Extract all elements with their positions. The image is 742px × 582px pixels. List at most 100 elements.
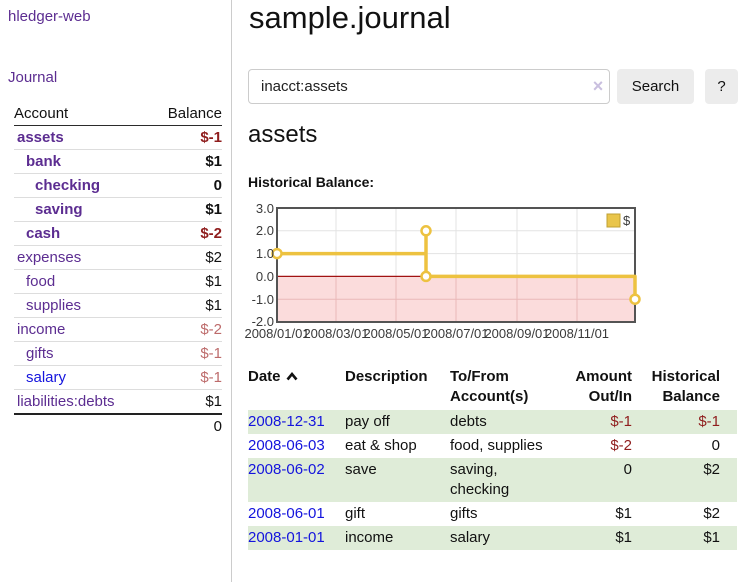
account-balance: $1 bbox=[205, 201, 222, 218]
svg-text:1.0: 1.0 bbox=[256, 246, 274, 261]
amount-cell: $-1 bbox=[610, 413, 632, 430]
account-balance: $1 bbox=[205, 273, 222, 290]
balance-cell: $2 bbox=[703, 461, 720, 478]
account-balance: $-1 bbox=[200, 369, 222, 386]
table-row: 2008-06-01 gift gifts $1 $2 bbox=[248, 502, 737, 526]
table-row: 2008-12-31 pay off debts $-1 $-1 bbox=[248, 410, 737, 434]
svg-text:3.0: 3.0 bbox=[256, 201, 274, 216]
balance-cell: $1 bbox=[703, 529, 720, 546]
column-header-description[interactable]: Description bbox=[345, 368, 428, 385]
chart-gridlines-negative bbox=[277, 276, 635, 322]
account-balance: $2 bbox=[205, 249, 222, 266]
accounts-header-account: Account bbox=[14, 105, 69, 122]
description-cell: save bbox=[345, 461, 377, 478]
help-button[interactable]: ? bbox=[705, 69, 738, 104]
description-cell: income bbox=[345, 529, 394, 546]
account-row: cash $-2 bbox=[14, 222, 222, 246]
amount-cell: $1 bbox=[615, 505, 632, 522]
svg-text:2.0: 2.0 bbox=[256, 223, 274, 238]
column-header-amount[interactable]: Amount Out/In bbox=[575, 368, 632, 405]
account-balance: $-2 bbox=[200, 225, 222, 242]
account-row: food $1 bbox=[14, 270, 222, 294]
accounts-cell: debts bbox=[450, 413, 487, 430]
account-link-expenses[interactable]: expenses bbox=[17, 249, 82, 266]
account-link-saving[interactable]: saving bbox=[35, 201, 83, 218]
account-balance: 0 bbox=[213, 177, 222, 194]
svg-text:0.0: 0.0 bbox=[256, 269, 274, 284]
account-balance: $1 bbox=[205, 393, 222, 410]
accounts-header: Account Balance bbox=[14, 103, 222, 126]
balance-cell: $-1 bbox=[698, 413, 720, 430]
chart-title: Historical Balance: bbox=[248, 174, 375, 190]
amount-cell: $-2 bbox=[610, 437, 632, 454]
x-axis-labels: 2008/01/01 2008/03/01 2008/05/01 2008/07… bbox=[244, 326, 609, 341]
table-row: 2008-06-03 eat & shop food, supplies $-2… bbox=[248, 434, 737, 458]
accounts-cell: saving, checking bbox=[450, 461, 510, 498]
accounts-cell: food, supplies bbox=[450, 437, 543, 454]
chart-border bbox=[276, 207, 636, 323]
legend-label: $ bbox=[623, 213, 631, 228]
caret-up-icon bbox=[285, 368, 299, 388]
date-link[interactable]: 2008-01-01 bbox=[248, 529, 325, 546]
account-row: checking 0 bbox=[14, 174, 222, 198]
account-link-income[interactable]: income bbox=[17, 321, 66, 338]
description-cell: gift bbox=[345, 505, 366, 522]
svg-text:2008/07/01: 2008/07/01 bbox=[423, 326, 488, 341]
account-row: assets $-1 bbox=[14, 126, 222, 150]
account-row: gifts $-1 bbox=[14, 342, 222, 366]
register-header-row: Date Description To/From Account(s) Amou… bbox=[248, 365, 737, 410]
date-link[interactable]: 2008-06-03 bbox=[248, 437, 325, 454]
account-link-liabilities-debts[interactable]: liabilities:debts bbox=[17, 393, 115, 410]
account-link-checking[interactable]: checking bbox=[35, 177, 101, 194]
description-cell: eat & shop bbox=[345, 437, 417, 454]
column-header-balance[interactable]: Historical Balance bbox=[651, 368, 720, 405]
column-header-accounts[interactable]: To/From Account(s) bbox=[450, 368, 529, 405]
account-row: supplies $1 bbox=[14, 294, 222, 318]
svg-text:-1.0: -1.0 bbox=[252, 292, 274, 307]
account-link-supplies[interactable]: supplies bbox=[26, 297, 82, 314]
column-header-date-label: Date bbox=[248, 368, 281, 385]
account-link-gifts[interactable]: gifts bbox=[26, 345, 54, 362]
sidebar: hledger-web Journal Account Balance asse… bbox=[0, 0, 232, 582]
search-button[interactable]: Search bbox=[617, 69, 694, 104]
accounts-panel: Account Balance assets $-1 bank $1 check… bbox=[14, 103, 222, 438]
account-balance: $-1 bbox=[200, 345, 222, 362]
balance-cell: $2 bbox=[703, 505, 720, 522]
account-row: expenses $2 bbox=[14, 246, 222, 270]
date-link[interactable]: 2008-06-01 bbox=[248, 505, 325, 522]
y-axis-labels: 3.0 2.0 1.0 0.0 -1.0 -2.0 bbox=[252, 201, 274, 329]
balance-cell: 0 bbox=[711, 437, 720, 454]
app-title-link[interactable]: hledger-web bbox=[8, 8, 91, 25]
accounts-total-value: 0 bbox=[213, 418, 222, 435]
date-link[interactable]: 2008-06-02 bbox=[248, 461, 325, 478]
account-row: saving $1 bbox=[14, 198, 222, 222]
clear-search-icon[interactable]: × bbox=[592, 76, 604, 96]
account-row: salary $-1 bbox=[14, 366, 222, 390]
account-link-food[interactable]: food bbox=[26, 273, 56, 290]
account-link-assets[interactable]: assets bbox=[17, 129, 64, 146]
chart-gridlines bbox=[277, 208, 635, 277]
search-input[interactable] bbox=[248, 69, 610, 104]
table-row: 2008-01-01 income salary $1 $1 bbox=[248, 526, 737, 550]
account-link-cash[interactable]: cash bbox=[26, 225, 61, 242]
column-header-date[interactable]: Date bbox=[248, 365, 345, 410]
svg-text:2008/11/01: 2008/11/01 bbox=[545, 326, 609, 341]
accounts-cell: gifts bbox=[450, 505, 478, 522]
register-table: Date Description To/From Account(s) Amou… bbox=[248, 365, 737, 550]
description-cell: pay off bbox=[345, 413, 390, 430]
sidebar-item-journal[interactable]: Journal bbox=[8, 69, 58, 86]
historical-balance-chart: $ 3.0 2.0 1.0 0.0 -1.0 -2.0 2008/01/01 2… bbox=[244, 201, 641, 341]
svg-text:2008/01/01: 2008/01/01 bbox=[244, 326, 309, 341]
svg-text:-2.0: -2.0 bbox=[252, 314, 274, 329]
account-balance: $1 bbox=[205, 153, 222, 170]
svg-text:2008/03/01: 2008/03/01 bbox=[303, 326, 368, 341]
register-account-heading: assets bbox=[248, 121, 318, 148]
account-link-salary[interactable]: salary bbox=[26, 369, 67, 386]
account-balance: $1 bbox=[205, 297, 222, 314]
account-row: liabilities:debts $1 bbox=[14, 390, 222, 413]
date-link[interactable]: 2008-12-31 bbox=[248, 413, 325, 430]
account-row: bank $1 bbox=[14, 150, 222, 174]
accounts-cell: salary bbox=[450, 529, 491, 546]
account-balance: $-2 bbox=[200, 321, 222, 338]
account-link-bank[interactable]: bank bbox=[26, 153, 62, 170]
